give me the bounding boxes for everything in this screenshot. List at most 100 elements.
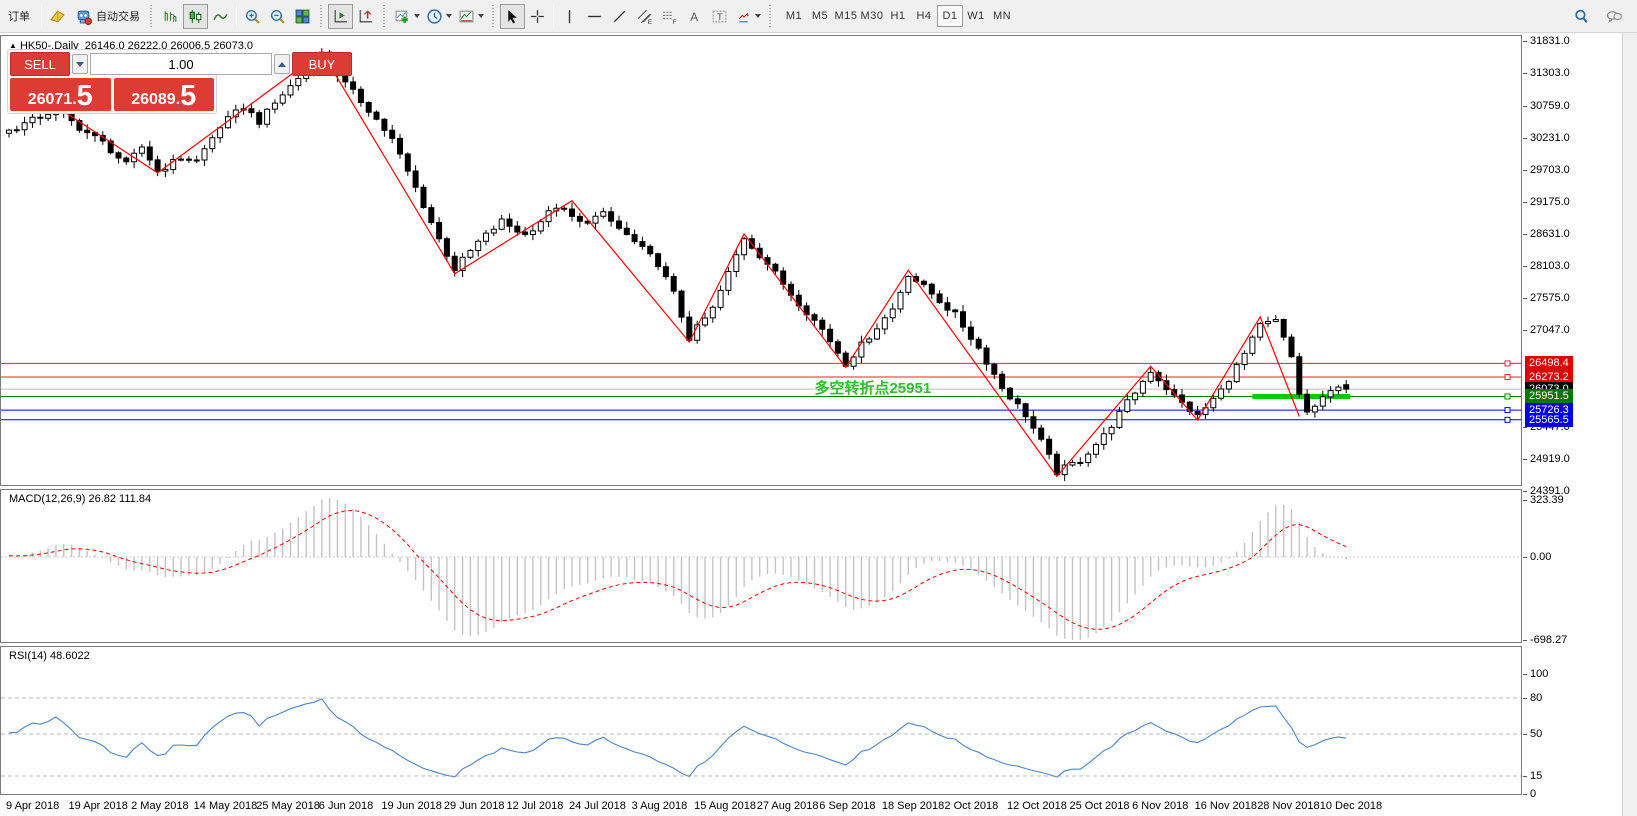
toolbar-grip[interactable] [768,5,773,27]
separator [236,5,237,27]
axis-tick-label: 31303.0 [1530,66,1570,79]
date-label: 16 Nov 2018 [1194,800,1258,812]
date-label: 2 Oct 2018 [944,800,999,812]
svg-text:F: F [673,18,677,24]
text-tool[interactable]: A [682,4,707,29]
date-label: 9 Apr 2018 [6,800,60,812]
timeframe-group: M1 M5 M15 M30 H1 H4 D1 W1 MN [781,5,1015,27]
separator [41,5,42,27]
tile-windows-button[interactable] [290,4,315,29]
axis-tick-label: 24391.0 [1530,484,1570,497]
date-label: 3 Aug 2018 [631,800,688,812]
macd-label: MACD(12,26,9) 26.82 111.84 [9,493,152,505]
line-chart-button[interactable] [208,4,233,29]
vertical-line-tool[interactable] [557,4,582,29]
toolbar-grip[interactable] [319,5,324,27]
toolbar-grip[interactable] [382,5,387,27]
buy-price-display[interactable]: 26089. 5 [113,78,214,111]
timeframe-h4[interactable]: H4 [916,10,932,22]
autotrading-button[interactable]: 自动交易 [70,4,145,29]
date-axis[interactable]: 9 Apr 2018 19 Apr 2018 2 May 2018 14 May 20… [0,797,1522,816]
timeframe-mn[interactable]: MN [992,10,1012,22]
timeframe-m15[interactable]: M15 [834,10,858,22]
axis-tick-label: 30231.0 [1530,131,1570,144]
axis-tick-label: 24919.0 [1530,452,1570,465]
date-label: 27 Aug 2018 [756,800,819,812]
date-label: 19 Apr 2018 [68,800,128,812]
timeframe-w1[interactable]: W1 [967,10,985,22]
templates-button[interactable] [455,4,487,29]
text-label-tool[interactable]: T [707,4,732,29]
axis-tick-label: 50 [1530,728,1543,740]
buy-button[interactable]: BUY [292,52,352,76]
bar-chart-button[interactable] [158,4,183,29]
volume-decrease-button[interactable] [72,54,88,74]
candlestick-plot[interactable] [1,36,1521,485]
add-indicator-button[interactable] [391,4,423,29]
timeframe-m1[interactable]: M1 [785,10,803,22]
zoom-in-button[interactable] [240,4,265,29]
orders-button[interactable]: 订单 [0,4,38,29]
axis-tick [1523,500,1527,502]
axis-tick [1523,557,1527,558]
sell-button[interactable]: SELL [10,52,70,76]
auto-scroll-button[interactable] [328,3,353,29]
axis-tick [1523,794,1527,795]
axis-tick [1523,234,1527,236]
macd-plot[interactable] [1,490,1521,642]
axis-tick-label: 27575.0 [1530,292,1570,305]
date-label: 19 Jun 2018 [381,800,442,812]
cursor-button[interactable] [500,3,525,29]
rsi-plot[interactable] [1,647,1521,794]
hline-price-label: 26498.4 [1525,356,1573,371]
timeframe-m30[interactable]: M30 [860,10,884,22]
timeframe-d1[interactable]: D1 [937,5,963,27]
chart-shift-button[interactable] [353,4,378,29]
toolbar-grip[interactable] [491,5,496,27]
candlestick-chart-button[interactable] [183,3,208,29]
trendline-tool[interactable] [607,4,632,29]
collapse-panel-icon[interactable]: ▲ [9,41,17,50]
axis-tick-label: 27047.0 [1530,324,1570,337]
metaeditor-icon[interactable] [45,4,70,29]
axis-tick-label: 80 [1530,692,1543,704]
axis-tick-label: 323.39 [1530,494,1564,507]
arrows-tool[interactable] [732,4,764,29]
hline-price-label: 26273.2 [1525,370,1573,385]
date-label: 12 Oct 2018 [1006,800,1067,812]
periods-button[interactable] [423,4,455,29]
equidistant-channel-tool[interactable]: E [632,4,657,29]
fibonacci-tool[interactable]: F [657,4,682,29]
axis-tick [1523,426,1527,428]
price-axis[interactable]: 31831.0 31303.0 30759.0 30231.0 29703.0 29175… [1523,33,1622,816]
search-icon[interactable] [1569,4,1594,29]
date-label: 15 Aug 2018 [694,800,756,812]
date-label: 18 Sep 2018 [881,800,945,812]
horizontal-line-tool[interactable] [582,4,607,29]
svg-text:T: T [717,12,723,23]
zoom-out-button[interactable] [265,4,290,29]
axis-tick [1523,698,1527,699]
volume-input[interactable] [90,53,272,75]
dropdown-caret [446,14,452,18]
crosshair-button[interactable] [525,4,550,29]
hline-price-label: 25951.5 [1525,389,1573,404]
axis-tick-label: 29175.0 [1530,195,1570,208]
toolbar-grip[interactable] [149,5,154,27]
axis-tick-label: 100 [1530,668,1549,680]
axis-tick-label: 15 [1530,770,1543,782]
axis-tick-label: 31831.0 [1530,35,1570,47]
separator [553,5,554,27]
sell-price-display[interactable]: 26071. 5 [10,78,111,111]
svg-text:E: E [648,18,652,24]
axis-tick-label: 28631.0 [1530,228,1570,241]
main-chart-panel: ▲ HK50-,Daily 26146.0 26222.0 26006.5 26… [0,35,1522,486]
chat-icon[interactable] [1602,4,1627,29]
timeframe-h1[interactable]: H1 [890,10,906,22]
axis-tick-label: 28103.0 [1530,260,1570,273]
rsi-panel: RSI(14) 48.6022 [0,646,1522,795]
volume-increase-button[interactable] [274,54,290,74]
timeframe-m5[interactable]: M5 [811,10,829,22]
axis-tick [1523,266,1527,268]
